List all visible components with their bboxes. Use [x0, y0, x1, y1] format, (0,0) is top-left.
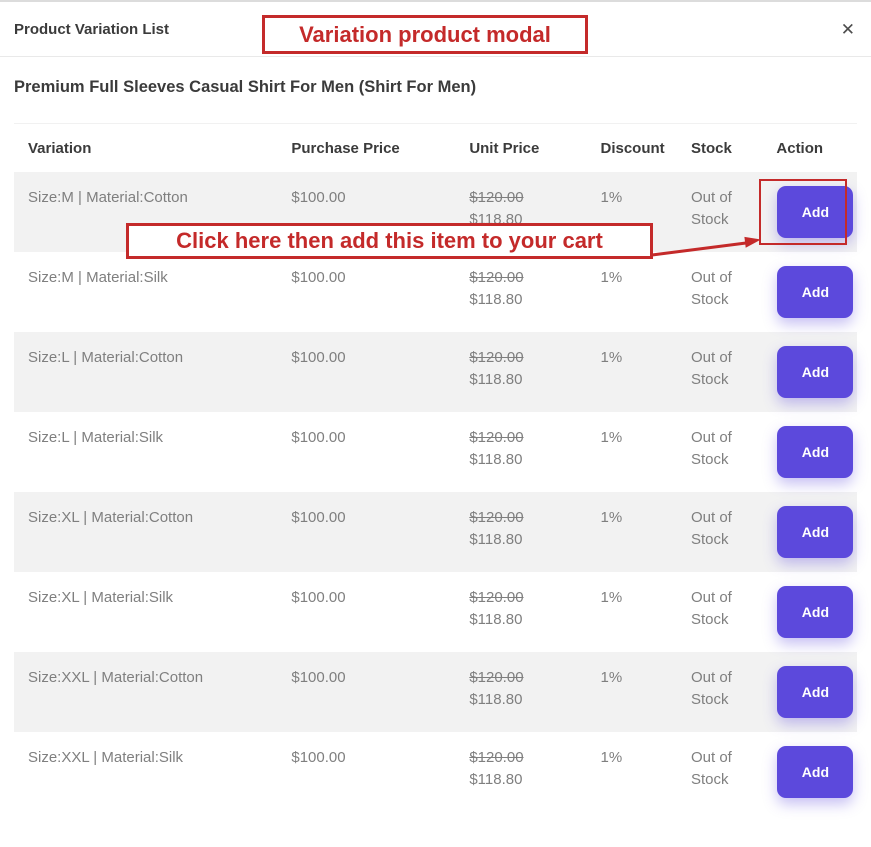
- old-price: $120.00: [469, 589, 524, 606]
- table-row: Size:XL | Material:Silk $100.00 $120.00 $11…: [14, 572, 857, 652]
- unit-price-cell: $120.00 $118.80: [455, 572, 586, 652]
- add-button[interactable]: Add: [777, 666, 854, 718]
- unit-price-cell: $120.00 $118.80: [455, 252, 586, 332]
- purchase-price-cell: $100.00: [291, 509, 346, 526]
- variation-cell: Size:M | Material:Cotton: [28, 189, 188, 206]
- column-header-stock: Stock: [690, 140, 732, 157]
- variation-cell: Size:XXL | Material:Silk: [28, 749, 184, 766]
- product-title: Premium Full Sleeves Casual Shirt For Me…: [14, 78, 477, 96]
- table-row: Size:XXL | Material:Silk $100.00 $120.00 $1…: [14, 732, 857, 812]
- annotation-highlight-rect: [759, 179, 847, 245]
- discount-cell: 1%: [600, 349, 623, 366]
- discount-cell: 1%: [600, 509, 623, 526]
- new-price: $118.80: [469, 771, 523, 788]
- old-price: $120.00: [469, 189, 524, 206]
- unit-price-cell: $120.00 $118.80: [455, 652, 586, 732]
- variation-cell: Size:M | Material:Silk: [28, 269, 168, 286]
- column-header-discount: Discount: [600, 140, 665, 157]
- old-price: $120.00: [469, 509, 524, 526]
- old-price: $120.00: [469, 749, 524, 766]
- variation-cell: Size:L | Material:Cotton: [28, 349, 184, 366]
- table-row: Size:XXL | Material:Cotton $100.00 $120.00…: [14, 652, 857, 732]
- action-cell: Add: [762, 572, 857, 652]
- stock-cell: Out of Stock: [690, 669, 732, 708]
- table-row: Size:L | Material:Silk $100.00 $120.00 $118…: [14, 412, 857, 492]
- discount-cell: 1%: [600, 269, 623, 286]
- action-cell: Add: [762, 412, 857, 492]
- old-price: $120.00: [469, 349, 524, 366]
- stock-cell: Out of Stock: [690, 749, 732, 788]
- variation-cell: Size:XL | Material:Silk: [28, 589, 174, 606]
- add-button[interactable]: Add: [777, 506, 854, 558]
- new-price: $118.80: [469, 291, 523, 308]
- annotation-add-hint: Click here then add this item to your ca…: [126, 223, 653, 259]
- stock-cell: Out of Stock: [690, 509, 732, 548]
- close-icon[interactable]: ✕: [840, 19, 855, 39]
- unit-price-cell: $120.00 $118.80: [455, 732, 586, 812]
- action-cell: Add: [762, 332, 857, 412]
- add-button[interactable]: Add: [777, 426, 854, 478]
- new-price: $118.80: [469, 691, 523, 708]
- unit-price-cell: $120.00 $118.80: [455, 492, 586, 572]
- action-cell: Add: [762, 652, 857, 732]
- variation-cell: Size:L | Material:Silk: [28, 429, 164, 446]
- purchase-price-cell: $100.00: [291, 269, 346, 286]
- stock-cell: Out of Stock: [690, 189, 732, 228]
- purchase-price-cell: $100.00: [291, 189, 346, 206]
- action-cell: Add: [762, 732, 857, 812]
- new-price: $118.80: [469, 371, 523, 388]
- add-button[interactable]: Add: [777, 346, 854, 398]
- unit-price-cell: $120.00 $118.80: [455, 332, 586, 412]
- action-cell: Add: [762, 172, 857, 252]
- purchase-price-cell: $100.00: [291, 589, 346, 606]
- stock-cell: Out of Stock: [690, 349, 732, 388]
- new-price: $118.80: [469, 451, 523, 468]
- purchase-price-cell: $100.00: [291, 349, 346, 366]
- column-header-variation: Variation: [28, 140, 92, 157]
- unit-price-cell: $120.00 $118.80: [455, 412, 586, 492]
- variation-table: Variation Purchase Price Unit Price Disc…: [14, 123, 857, 812]
- old-price: $120.00: [469, 669, 524, 686]
- discount-cell: 1%: [600, 669, 623, 686]
- stock-cell: Out of Stock: [690, 429, 732, 468]
- table-header-row: Variation Purchase Price Unit Price Disc…: [14, 124, 857, 173]
- table-row: Size:L | Material:Cotton $100.00 $120.00 $1…: [14, 332, 857, 412]
- add-button[interactable]: Add: [777, 586, 854, 638]
- stock-cell: Out of Stock: [690, 589, 732, 628]
- discount-cell: 1%: [600, 749, 623, 766]
- action-cell: Add: [762, 492, 857, 572]
- annotation-arrow-icon: [651, 236, 761, 257]
- add-button[interactable]: Add: [777, 266, 854, 318]
- stock-cell: Out of Stock: [690, 269, 732, 308]
- action-cell: Add: [762, 252, 857, 332]
- modal-header: Product Variation List ✕: [0, 2, 871, 57]
- add-button[interactable]: Add: [777, 186, 854, 238]
- column-header-action: Action: [776, 140, 824, 157]
- old-price: $120.00: [469, 429, 524, 446]
- variation-cell: Size:XXL | Material:Cotton: [28, 669, 204, 686]
- column-header-purchase-price: Purchase Price: [291, 140, 400, 157]
- table-row: Size:M | Material:Silk $100.00 $120.00 $118…: [14, 252, 857, 332]
- purchase-price-cell: $100.00: [291, 749, 346, 766]
- purchase-price-cell: $100.00: [291, 669, 346, 686]
- old-price: $120.00: [469, 269, 524, 286]
- annotation-modal-label: Variation product modal: [262, 15, 588, 54]
- new-price: $118.80: [469, 611, 523, 628]
- variation-cell: Size:XL | Material:Cotton: [28, 509, 194, 526]
- discount-cell: 1%: [600, 589, 623, 606]
- new-price: $118.80: [469, 531, 523, 548]
- variation-table-body: Size:M | Material:Cotton $100.00 $120.00 $1…: [14, 172, 857, 812]
- table-row: Size:XL | Material:Cotton $100.00 $120.00 $…: [14, 492, 857, 572]
- modal-title: Product Variation List: [14, 20, 170, 38]
- purchase-price-cell: $100.00: [291, 429, 346, 446]
- column-header-unit-price: Unit Price: [469, 140, 540, 157]
- discount-cell: 1%: [600, 189, 623, 206]
- add-button[interactable]: Add: [777, 746, 854, 798]
- discount-cell: 1%: [600, 429, 623, 446]
